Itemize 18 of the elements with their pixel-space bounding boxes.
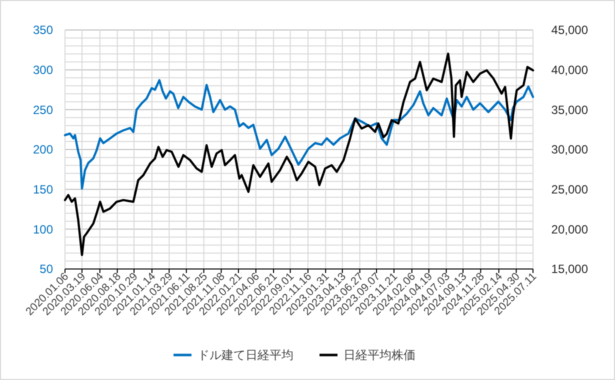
line-series	[64, 79, 534, 190]
line-series	[64, 52, 534, 256]
y-tick-label: 200	[32, 142, 54, 157]
y-tick-label: 250	[32, 102, 54, 117]
y2-tick-label: 45,000	[551, 23, 588, 38]
legend-label: 日経平均株価	[344, 348, 416, 362]
y-tick-label: 150	[32, 182, 54, 197]
y2-tick-label: 40,000	[551, 63, 588, 78]
y2-tick-label: 15,000	[551, 262, 588, 276]
y2-tick-label: 35,000	[551, 102, 588, 117]
y2-tick-label: 20,000	[551, 222, 588, 236]
y-tick-label: 100	[32, 222, 54, 236]
legend-label: ドル建て日経平均	[198, 348, 294, 362]
y-tick-label: 300	[32, 63, 54, 78]
y2-tick-label: 25,000	[551, 182, 588, 197]
y-tick-label: 50	[40, 262, 54, 276]
y2-tick-label: 30,000	[551, 142, 588, 157]
y-tick-label: 350	[32, 23, 54, 38]
